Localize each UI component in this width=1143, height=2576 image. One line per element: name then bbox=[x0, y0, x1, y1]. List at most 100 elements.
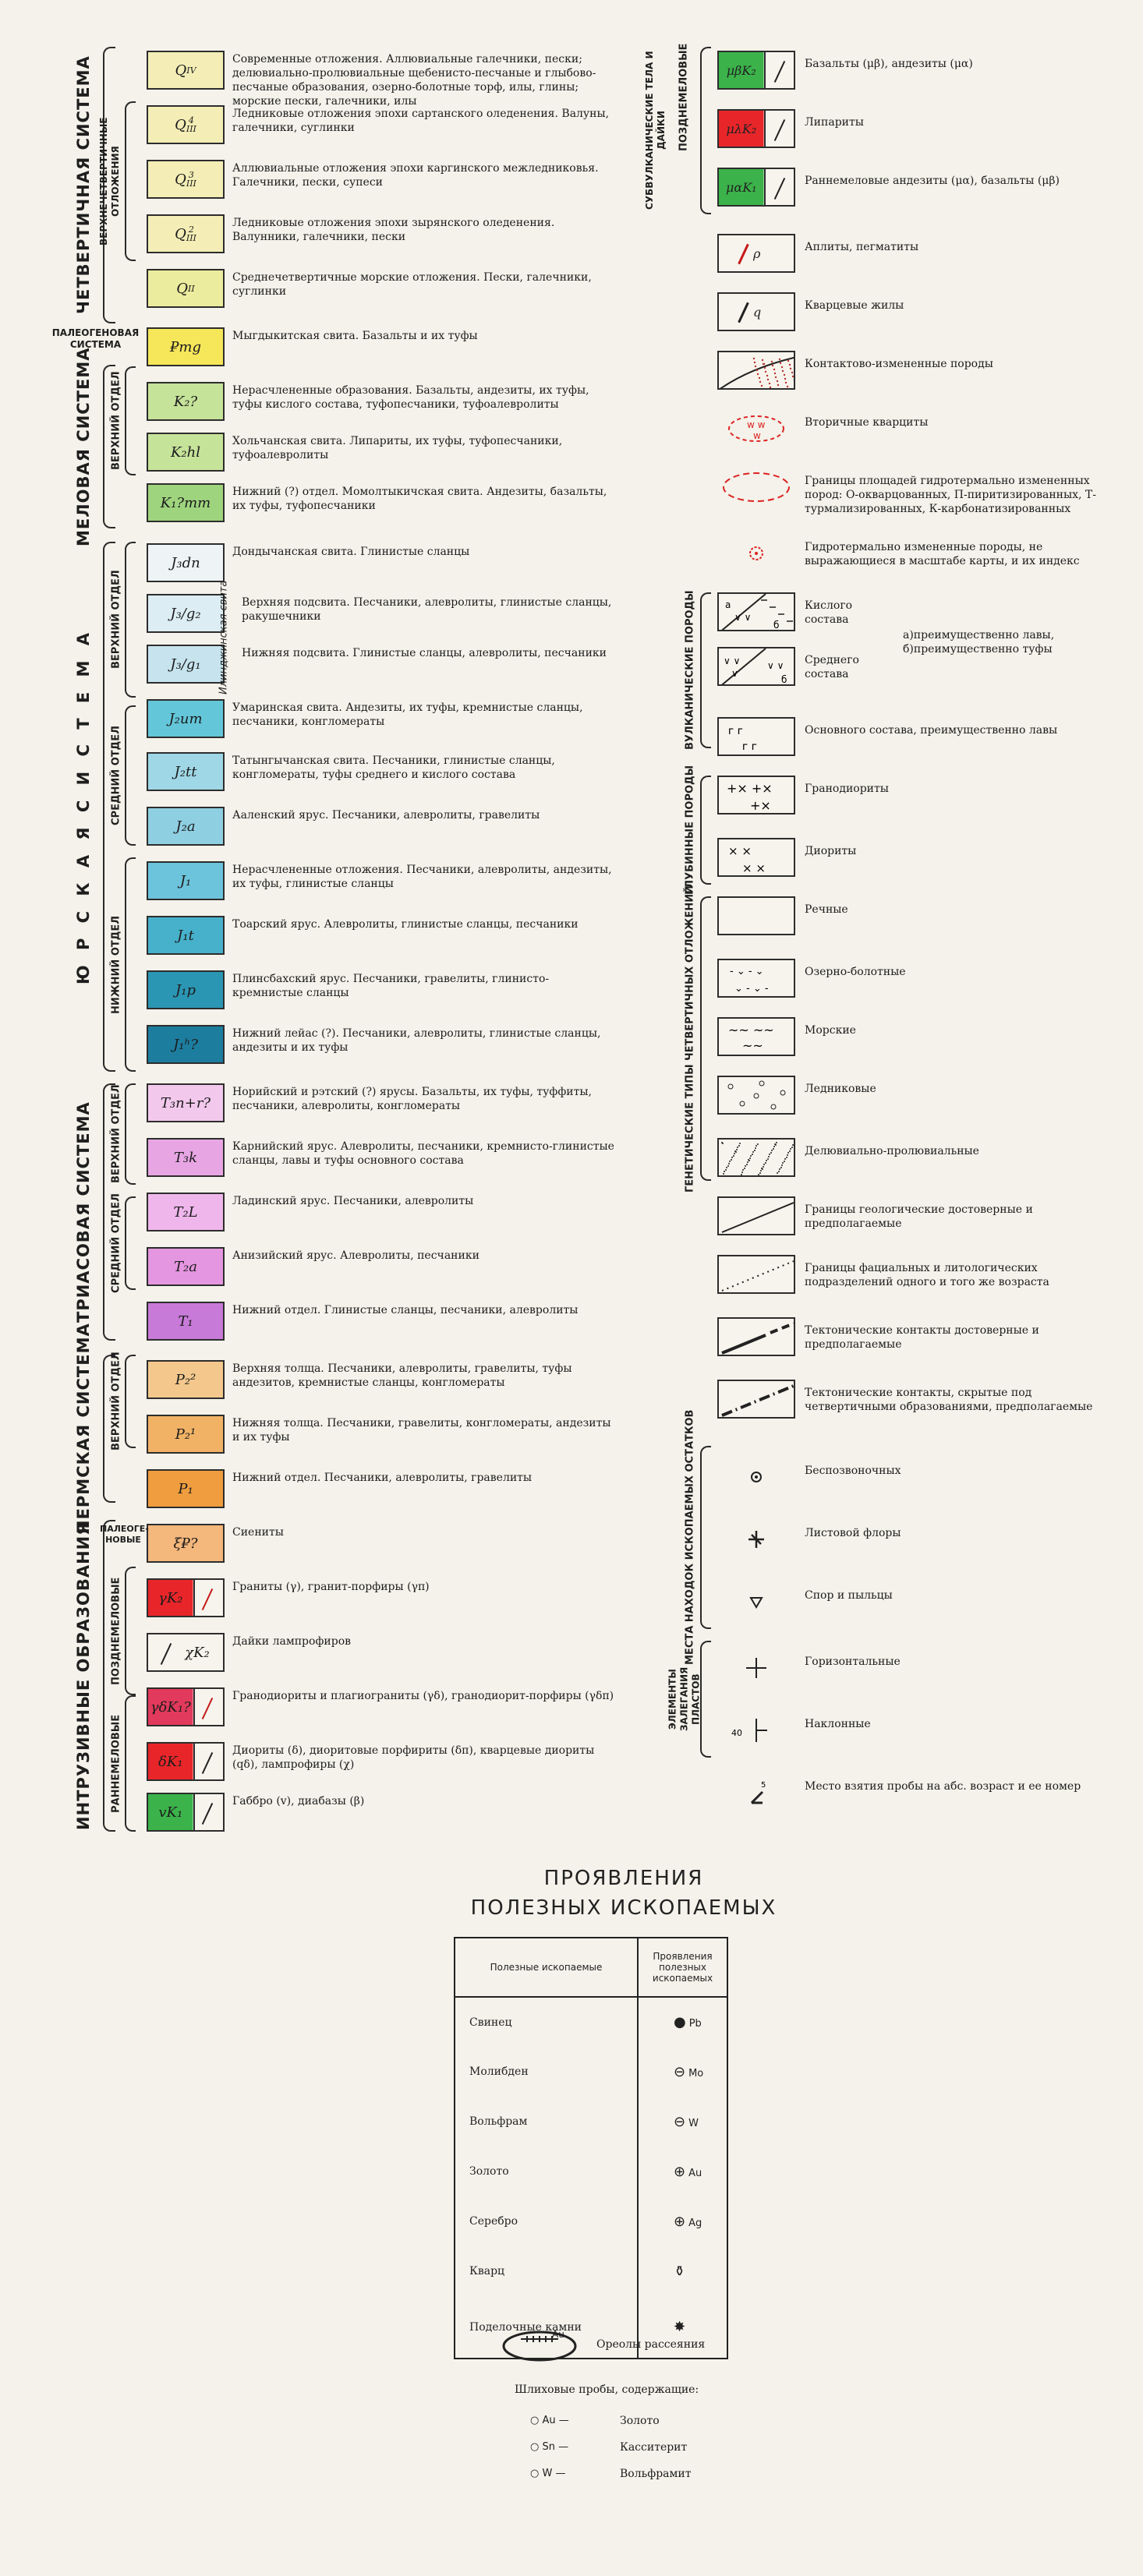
dike-slash-icon bbox=[773, 118, 786, 142]
legend-index: J₁p bbox=[175, 981, 196, 998]
legend-description: Тоарский ярус. Алевролиты, глинистые сла… bbox=[232, 918, 579, 931]
legend-swatch: μβK₂ bbox=[717, 51, 795, 90]
legend-description: Ледниковые bbox=[805, 1083, 876, 1095]
legend-description: Ледниковые отложения эпохи сартанского о… bbox=[232, 108, 610, 134]
bracket bbox=[700, 1641, 711, 1758]
legend-swatch: q bbox=[717, 292, 795, 331]
legend-index: K₂? bbox=[173, 393, 198, 410]
legend-swatch: P₁ bbox=[147, 1469, 225, 1508]
legend-index: P₂² bbox=[175, 1371, 196, 1388]
legend-description: Границы площадей гидротермально измененн… bbox=[805, 475, 1097, 515]
mineral-symbol: ⚱ bbox=[638, 2246, 728, 2296]
legend-description: Границы фациальных и литологических подр… bbox=[805, 1262, 1049, 1288]
legend-description: Контактово-измененные породы bbox=[805, 358, 993, 370]
halo-symbol bbox=[502, 2330, 577, 2362]
legend-description: Нижняя подсвита. Глинистые сланцы, алевр… bbox=[242, 647, 607, 659]
mineral-code: Ag bbox=[688, 2217, 702, 2229]
bracket bbox=[125, 1355, 136, 1448]
legend-description: Беспозвоночных bbox=[805, 1465, 901, 1477]
group-jurassic: Ю Р С К А Я С И С Т Е М А bbox=[74, 628, 93, 985]
vein-slash-icon bbox=[738, 243, 749, 265]
svg-text:~~ ~~: ~~ ~~ bbox=[728, 1023, 774, 1037]
legend-description: Ладинский ярус. Песчаники, алевролиты bbox=[232, 1195, 474, 1207]
legend-swatch: T₂L bbox=[147, 1193, 225, 1231]
legend-index: ₽mg bbox=[169, 338, 202, 355]
dike-slash-icon bbox=[201, 1588, 214, 1611]
legend-index-sup: 3 bbox=[188, 170, 194, 180]
legend-index: T₃n+r? bbox=[160, 1094, 211, 1111]
bracket bbox=[103, 47, 115, 323]
legend-swatch: ~~ ~~ ~~ bbox=[717, 1017, 795, 1056]
legend-index: J₂um bbox=[168, 710, 203, 727]
bracket bbox=[103, 1520, 115, 1832]
legend-index: P₂¹ bbox=[175, 1426, 196, 1443]
legend-index: J₃dn bbox=[171, 554, 200, 571]
table-row: Серебро ⊕ Ag bbox=[455, 2196, 728, 2246]
bracket bbox=[125, 101, 136, 261]
group-subvolcanic: СУБВУЛКАНИЧЕСКИЕ ТЕЛА И ДАЙКИ bbox=[644, 51, 667, 210]
bracket bbox=[125, 1083, 136, 1185]
group-bedding: ЭЛЕМЕНТЫ ЗАЛЕГАНИЯ ПЛАСТОВ bbox=[667, 1666, 702, 1732]
group-genetic-types: ГЕНЕТИЧЕСКИЕ ТИПЫ ЧЕТВЕРТИЧНЫХ ОТЛОЖЕНИЙ bbox=[684, 885, 696, 1193]
legend-description: Нижняя толща. Песчаники, гравелиты, конг… bbox=[232, 1417, 611, 1443]
legend-description: Граниты (γ), гранит-порфиры (γπ) bbox=[232, 1581, 430, 1593]
legend-index-scripts: II bbox=[188, 284, 195, 293]
legend-index: J₁ bbox=[179, 872, 192, 889]
group-permian: ПЕРМСКАЯ СИСТЕМА bbox=[74, 1323, 93, 1535]
volcanic-note: а)преимущественно лавы, б)преимущественн… bbox=[903, 629, 1055, 655]
legend-description: Тектонические контакты достоверные и пре… bbox=[805, 1324, 1039, 1351]
quartzite-pattern-icon: w ww bbox=[728, 415, 784, 442]
legend-description: Нижний (?) отдел. Момолтыкичская свита. … bbox=[232, 486, 607, 512]
legend-swatch bbox=[717, 468, 795, 507]
group-upper-quaternary: ВЕРХНЕЧЕТВЕРТИЧНЫЕ ОТЛОЖЕНИЯ bbox=[98, 117, 121, 246]
horiz-pattern-icon bbox=[746, 1658, 766, 1678]
legend-swatch: μλK₂ bbox=[717, 109, 795, 148]
bracket bbox=[700, 896, 711, 1181]
legend-description: Дайки лампрофиров bbox=[232, 1635, 352, 1648]
mineral-code: Au bbox=[688, 2167, 702, 2179]
legend-swatch: μαK₁ bbox=[717, 168, 795, 207]
legend-swatch: J₁ʰ? bbox=[147, 1025, 225, 1064]
mineral-name: Кварц bbox=[455, 2246, 639, 2296]
legend-description: Верхняя толща. Песчаники, алевролиты, гр… bbox=[232, 1362, 572, 1389]
mineral-glyph-icon: ✸ bbox=[674, 2319, 686, 2335]
legend-index: T₂L bbox=[173, 1203, 198, 1221]
mineral-symbol: ⊖ W bbox=[638, 2097, 728, 2147]
legend-description: Анизийский ярус. Алевролиты, песчаники bbox=[232, 1249, 479, 1262]
legend-description: Раннемеловые андезиты (μα), базальты (μβ… bbox=[805, 175, 1060, 187]
mineral-name: Поделочные камни bbox=[455, 2296, 639, 2359]
bracket bbox=[125, 542, 136, 698]
table-row: Вольфрам ⊖ W bbox=[455, 2097, 728, 2147]
grano-pattern-icon: +× +× +× bbox=[727, 781, 773, 813]
legend-description: Базальты (μβ), андезиты (μα) bbox=[805, 58, 973, 70]
legend-swatch: - ⌄ - ⌄ ⌄ - ⌄ - bbox=[717, 959, 795, 998]
bracket bbox=[125, 1196, 136, 1290]
legend-swatch: ᴦ ᴦ ᴦ ᴦ bbox=[717, 717, 795, 756]
legend-swatch: δK₁ bbox=[147, 1742, 225, 1781]
legend-description: Ааленский ярус. Песчаники, алевролиты, г… bbox=[232, 809, 540, 822]
legend-description: Современные отложения. Аллювиальные гале… bbox=[232, 53, 596, 108]
legend-index: K₁?mm bbox=[160, 494, 211, 511]
mineral-symbol: ⊕ Ag bbox=[638, 2196, 728, 2246]
group-upper-permian: ВЕРХНИЙ ОТДЕЛ bbox=[110, 1352, 122, 1451]
legend-swatch: Q 3 III bbox=[147, 160, 225, 199]
bracket bbox=[125, 366, 136, 475]
svg-text:5: 5 bbox=[761, 1781, 766, 1790]
swatch-divider bbox=[763, 111, 766, 147]
volc-c-pattern-icon: ᴦ ᴦ ᴦ ᴦ bbox=[728, 726, 757, 753]
legend-description: Плинсбахский ярус. Песчаники, гравелиты,… bbox=[232, 973, 550, 999]
legend-swatch: γδK₁? bbox=[147, 1687, 225, 1726]
group-paleogene-intrusive: ПАЛЕОГЕ-НОВЫЕ bbox=[100, 1524, 149, 1545]
minerals-table: Полезные ископаемые Проявления полезных … bbox=[454, 1937, 728, 2359]
sample-code: Sn bbox=[542, 2441, 555, 2453]
legend-swatch: ρ bbox=[717, 234, 795, 273]
sample-name: Касситерит bbox=[620, 2441, 688, 2454]
legend-index: μλK₂ bbox=[726, 121, 757, 136]
svg-text:~~: ~~ bbox=[742, 1038, 763, 1053]
svg-text:- ⌄ - ⌄: - ⌄ - ⌄ bbox=[730, 966, 764, 977]
dike-slash-icon bbox=[773, 60, 786, 83]
legend-description: Дондычанская свита. Глинистые сланцы bbox=[232, 546, 470, 558]
svg-text:× ×: × × bbox=[742, 861, 766, 875]
bracket bbox=[103, 365, 115, 528]
